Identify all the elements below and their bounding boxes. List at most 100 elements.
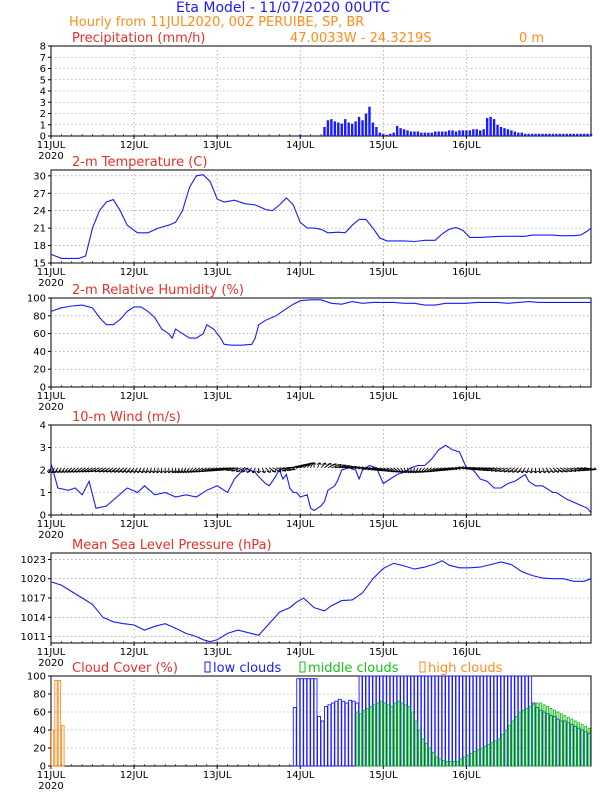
precip-bar <box>527 133 530 136</box>
wind-arrow-head <box>503 469 508 473</box>
wind-arrow-head <box>474 467 479 471</box>
x-tick-label: 16JUL <box>452 267 481 278</box>
middle-cloud-bar <box>587 727 591 767</box>
middle-cloud-bar <box>400 702 404 767</box>
middle-cloud-bar <box>355 711 359 767</box>
middle-cloud-bar <box>435 756 439 767</box>
wind-arrow-head <box>460 466 464 470</box>
coordinates: 47.0033W - 24.3219S <box>290 31 432 46</box>
precip-bar <box>472 129 475 136</box>
y-tick-label: 20 <box>33 365 46 376</box>
main-title: Eta Model - 11/07/2020 00UTC <box>176 0 390 16</box>
y-tick-label: 0 <box>40 511 46 522</box>
wind-arrow <box>471 467 484 470</box>
wind-arrow-head <box>94 469 100 473</box>
y-tick-label: 8 <box>40 42 46 53</box>
middle-cloud-bar <box>563 715 567 767</box>
legend-label-1: middle clouds <box>308 661 399 676</box>
y-tick-label: 18 <box>33 241 46 252</box>
y-tick-label: 0 <box>40 132 46 143</box>
precip-bar <box>440 131 444 136</box>
y-tick-label: 1020 <box>21 574 46 585</box>
precip-bar <box>485 118 489 136</box>
y-tick-label: 100 <box>27 672 46 683</box>
precip-bar <box>354 121 357 136</box>
wind-arrow-head <box>507 469 512 473</box>
wind-arrow-head <box>490 468 496 472</box>
wind-arrow-head <box>446 467 452 471</box>
x-tick-label: 11JUL <box>37 140 66 151</box>
series-line-rh <box>50 299 591 346</box>
wind-arrow-head <box>98 469 103 473</box>
precip-bar <box>444 131 447 136</box>
x-tick-label: 13JUL <box>203 519 232 530</box>
wind-arrow-head <box>546 470 551 474</box>
y-tick-label: 1 <box>40 488 46 499</box>
wind-arrow-head <box>219 467 224 471</box>
wind-arrow <box>526 467 530 474</box>
middle-cloud-bar <box>508 725 511 767</box>
precip-bar <box>389 133 392 136</box>
wind-arrow-head <box>494 468 500 472</box>
wind-arrow-head <box>520 470 525 474</box>
legend-label-0: low clouds <box>213 661 282 676</box>
x-tick-sub-label: 2020 <box>38 151 63 162</box>
y-tick-label: 0 <box>40 383 46 394</box>
middle-cloud-bar <box>521 709 525 767</box>
precip-bar <box>409 131 413 136</box>
low-cloud-bar <box>317 716 321 767</box>
wind-arrow <box>542 467 546 474</box>
precip-bar <box>395 125 399 136</box>
series-line-mslp <box>50 560 592 643</box>
wind-arrow-head <box>482 467 487 471</box>
wind-arrow-head <box>316 462 322 466</box>
low-cloud-bar <box>324 706 328 767</box>
low-cloud-bar <box>462 675 467 767</box>
middle-cloud-bar <box>573 720 577 767</box>
y-tick-label: 1023 <box>21 555 46 566</box>
low-cloud-bar <box>320 720 325 767</box>
precip-bar <box>513 131 517 136</box>
x-tick-label: 11JUL <box>37 267 66 278</box>
x-tick-sub-label: 2020 <box>38 530 63 541</box>
wind-arrow-head <box>241 469 246 473</box>
x-tick-label: 15JUL <box>369 519 398 530</box>
wind-arrow-head <box>533 470 538 474</box>
low-cloud-bar <box>438 675 443 767</box>
precip-bar <box>378 132 382 136</box>
y-tick-label: 7 <box>40 53 46 64</box>
wind-arrow-head <box>463 466 468 470</box>
panel-mslp: 1011 1014 1017 1020 1023 11JUL2020 12JUL 13JUL 1… <box>21 538 592 669</box>
precip-bar <box>402 129 406 136</box>
middle-cloud-bar <box>421 738 425 767</box>
wind-arrow-head <box>470 466 476 471</box>
x-tick-label: 13JUL <box>203 140 232 151</box>
middle-cloud-bar <box>539 702 543 767</box>
precip-bar <box>558 133 562 136</box>
x-tick-label: 14JUL <box>286 391 315 402</box>
middle-cloud-bar <box>449 761 453 767</box>
precip-bar <box>458 130 461 136</box>
wind-arrow-head <box>443 467 449 471</box>
middle-cloud-bar <box>511 720 515 767</box>
precip-bar <box>544 133 548 136</box>
x-tick-label: 16JUL <box>452 391 481 402</box>
x-tick-sub-label: 2020 <box>38 402 63 413</box>
y-tick-label: 27 <box>33 189 46 200</box>
precip-bar <box>337 122 340 136</box>
low-cloud-bar <box>310 678 315 767</box>
panel-frame <box>50 297 592 388</box>
middle-cloud-bar <box>483 745 487 767</box>
middle-cloud-bar <box>580 724 584 767</box>
wind-arrow-head <box>246 470 251 474</box>
wind-arrow-head <box>106 469 111 473</box>
precip-bar <box>582 133 586 136</box>
middle-cloud-bar <box>535 702 539 767</box>
y-tick-label: 100 <box>27 294 46 305</box>
x-tick-sub-label: 2020 <box>38 781 63 792</box>
middle-cloud-bar <box>428 747 432 767</box>
middle-cloud-bar <box>497 738 501 767</box>
x-tick-sub-label: 2020 <box>38 278 63 289</box>
